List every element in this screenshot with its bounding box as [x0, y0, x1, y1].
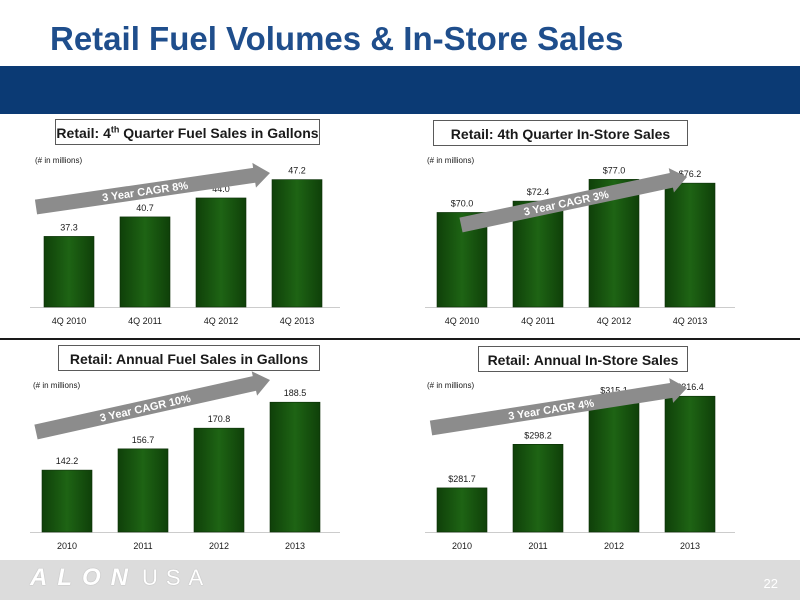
data-label: $298.2 — [524, 430, 552, 440]
page-number: 22 — [763, 576, 778, 591]
data-label: 188.5 — [284, 388, 307, 398]
data-label: $315.1 — [600, 386, 628, 396]
bar-4q-2012 — [195, 197, 247, 308]
category-label: 4Q 2011 — [128, 316, 162, 326]
bar-2012 — [193, 427, 245, 533]
data-label: 47.2 — [288, 166, 306, 176]
data-label: $281.7 — [448, 474, 476, 484]
bar-2013 — [664, 395, 716, 533]
bar-2013 — [269, 401, 321, 533]
footer-bar — [0, 560, 800, 600]
category-label: 2010 — [452, 541, 472, 551]
cagr-arrow: 3 Year CAGR 4% — [429, 378, 688, 436]
category-label: 2013 — [285, 541, 305, 551]
data-label: $70.0 — [451, 198, 474, 208]
data-label: 40.7 — [136, 203, 154, 213]
bar-2012 — [588, 399, 640, 533]
category-label: 2011 — [528, 541, 547, 551]
data-label: 142.2 — [56, 456, 79, 466]
section-divider — [0, 338, 800, 340]
chart-title-annual-fuel: Retail: Annual Fuel Sales in Gallons — [58, 345, 320, 371]
chart-q4-fuel-sales: 37.3 4Q 2010 40.7 4Q 2011 44.0 4Q 2012 47.2 4Q … — [30, 162, 340, 326]
units-label-annual-fuel: (# in millions) — [33, 381, 81, 390]
cagr-arrow-shape — [429, 378, 688, 436]
cagr-arrow-shape — [459, 168, 688, 233]
chart-annual-instore-sales: $281.7 2010 $298.2 2011 $315.1 2012 $316.4 2013… — [425, 378, 735, 551]
data-label: $77.0 — [603, 165, 626, 175]
category-label: 2012 — [209, 541, 229, 551]
bar-4q-2010 — [43, 236, 95, 308]
chart-title-annual-instore: Retail: Annual In-Store Sales — [478, 346, 688, 372]
data-label: $316.4 — [676, 382, 704, 392]
header-band — [0, 66, 800, 114]
units-label-annual-instore: (# in millions) — [427, 381, 475, 390]
bar-2011 — [512, 444, 564, 533]
category-label: 4Q 2013 — [280, 316, 315, 326]
data-label: 37.3 — [60, 222, 78, 232]
data-label: 44.0 — [212, 184, 230, 194]
logo-text-alon: ALON — [30, 564, 138, 591]
category-label: 4Q 2010 — [52, 316, 87, 326]
bar-2010 — [436, 487, 488, 533]
chart-q4-instore-sales: $70.0 4Q 2010 $72.4 4Q 2011 $77.0 4Q 2012 $76.… — [425, 165, 735, 326]
cagr-arrow-shape — [34, 162, 270, 215]
bar-4q-2011 — [119, 216, 171, 308]
category-label: 2012 — [604, 541, 624, 551]
category-label: 4Q 2012 — [204, 316, 239, 326]
units-label-q4-fuel: (# in millions) — [35, 156, 83, 165]
category-label: 4Q 2011 — [521, 316, 555, 326]
chart-title-q4-instore: Retail: 4th Quarter In-Store Sales — [433, 120, 688, 146]
data-label: 156.7 — [132, 435, 155, 445]
data-label: 170.8 — [208, 414, 231, 424]
data-label: $72.4 — [527, 187, 550, 197]
bar-2010 — [41, 469, 93, 533]
category-label: 2010 — [57, 541, 77, 551]
chart-title-q4-fuel: Retail: 4th Quarter Fuel Sales in Gallon… — [55, 119, 320, 145]
cagr-arrow-shape — [34, 371, 271, 440]
cagr-arrow: 3 Year CAGR 3% — [459, 168, 688, 233]
cagr-label: 3 Year CAGR 4% — [508, 398, 596, 423]
category-label: 2011 — [133, 541, 152, 551]
category-label: 4Q 2012 — [597, 316, 632, 326]
bar-4q-2013 — [271, 179, 323, 308]
units-label-q4-instore: (# in millions) — [427, 156, 475, 165]
category-label: 4Q 2013 — [673, 316, 708, 326]
company-logo: ALON USA — [30, 564, 211, 592]
bar-2011 — [117, 448, 169, 533]
bar-4q-2013 — [664, 182, 716, 308]
category-label: 4Q 2010 — [445, 316, 480, 326]
category-label: 2013 — [680, 541, 700, 551]
page-title: Retail Fuel Volumes & In-Store Sales — [50, 20, 624, 57]
data-label: $76.2 — [679, 169, 702, 179]
logo-text-usa: USA — [142, 565, 212, 590]
